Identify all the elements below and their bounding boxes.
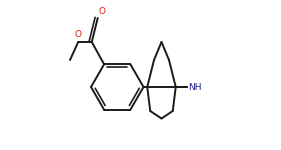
Text: O: O: [99, 8, 105, 16]
Text: O: O: [75, 30, 82, 39]
Text: NH: NH: [189, 82, 202, 91]
